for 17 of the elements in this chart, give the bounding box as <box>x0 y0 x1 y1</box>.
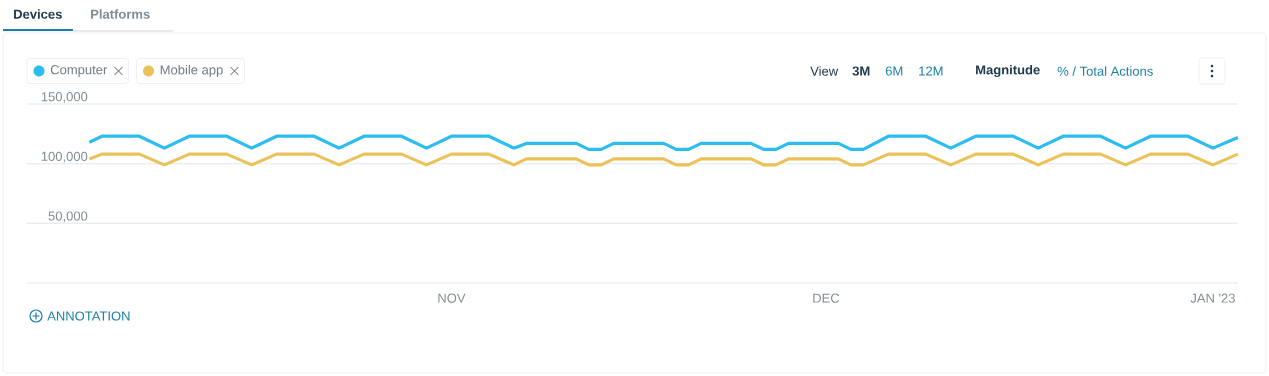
text: 3M <box>852 66 870 76</box>
y-tick-label: 100,000 <box>41 151 88 163</box>
x-tick-label: JAN '23 <box>1190 293 1235 303</box>
text: Platforms <box>91 9 150 19</box>
x-tick-label: NOV <box>438 293 466 303</box>
text: Devices <box>14 9 62 19</box>
text: % / Total Actions <box>1057 66 1153 76</box>
text: 6M <box>885 66 903 76</box>
y-tick-label: 150,000 <box>41 92 88 103</box>
text: ANNOTATION <box>47 311 130 321</box>
y-tick-label: 50,000 <box>48 211 88 223</box>
text: View <box>810 66 839 76</box>
x-tick-label: DEC <box>813 293 840 303</box>
legend-label: Computer <box>50 65 108 77</box>
legend-label: Mobile app <box>160 64 223 78</box>
text: Magnitude <box>976 64 1040 78</box>
text: 12M <box>919 66 943 76</box>
